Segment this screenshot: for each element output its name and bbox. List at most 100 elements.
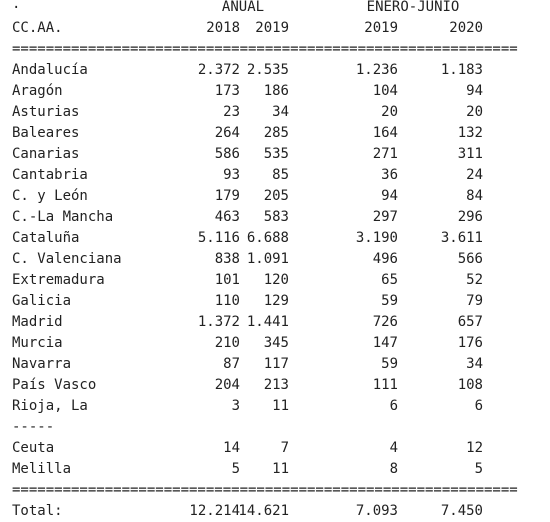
cell: 129 xyxy=(263,293,289,309)
cell: 111 xyxy=(372,377,398,393)
cell: 1.236 xyxy=(355,62,398,78)
cell: 65 xyxy=(381,272,398,288)
cell: 4 xyxy=(389,440,398,456)
cell: 535 xyxy=(263,146,289,162)
cell: 3.190 xyxy=(355,230,398,246)
cell: 59 xyxy=(381,356,398,372)
row-label: Rioja, La xyxy=(12,398,88,414)
row-label: Cantabria xyxy=(12,167,88,183)
cell: 6 xyxy=(474,398,483,414)
cell: 345 xyxy=(263,335,289,351)
cell: 285 xyxy=(263,125,289,141)
cell: 7 xyxy=(280,440,289,456)
cell: 583 xyxy=(263,209,289,225)
cell: 311 xyxy=(457,146,483,162)
cell: 5 xyxy=(474,461,483,477)
cell: 1.372 xyxy=(197,314,240,330)
cell: 3 xyxy=(231,398,240,414)
cell: 11 xyxy=(272,461,289,477)
row-label: Navarra xyxy=(12,356,72,372)
row-label: C.-La Mancha xyxy=(12,209,114,225)
column-header: 2018 xyxy=(206,20,240,36)
cell: 496 xyxy=(372,251,398,267)
cell: 186 xyxy=(263,83,289,99)
cell: 586 xyxy=(214,146,240,162)
cell: 5.116 xyxy=(197,230,240,246)
cell: 1.441 xyxy=(246,314,289,330)
cell: 23 xyxy=(223,104,240,120)
cell: 59 xyxy=(381,293,398,309)
cell: 132 xyxy=(457,125,483,141)
cell: 34 xyxy=(272,104,289,120)
cell: 1.091 xyxy=(246,251,289,267)
separator: ========================================… xyxy=(12,41,518,57)
cell: 94 xyxy=(381,188,398,204)
cell: 264 xyxy=(214,125,240,141)
row-header-label: CC.AA. xyxy=(12,20,63,36)
cell: 463 xyxy=(214,209,240,225)
cell: 164 xyxy=(372,125,398,141)
cell: 14 xyxy=(223,440,240,456)
cell: 14.621 xyxy=(238,503,289,519)
cell: 296 xyxy=(457,209,483,225)
cell: 120 xyxy=(263,272,289,288)
cell: 12.214 xyxy=(189,503,240,519)
dot: . xyxy=(12,0,21,12)
cell: 173 xyxy=(214,83,240,99)
cell: 2.372 xyxy=(197,62,240,78)
cell: 79 xyxy=(466,293,483,309)
column-header: 2019 xyxy=(255,20,289,36)
cell: 52 xyxy=(466,272,483,288)
row-label: Total: xyxy=(12,503,63,519)
row-label: Madrid xyxy=(12,314,63,330)
cell: 85 xyxy=(272,167,289,183)
column-header: 2019 xyxy=(364,20,398,36)
cell: 179 xyxy=(214,188,240,204)
cell: 1.183 xyxy=(440,62,483,78)
row-label: C. Valenciana xyxy=(12,251,122,267)
cell: 24 xyxy=(466,167,483,183)
cell: 2.535 xyxy=(246,62,289,78)
cell: 7.093 xyxy=(355,503,398,519)
column-header: 2020 xyxy=(449,20,483,36)
cell: 213 xyxy=(263,377,289,393)
cell: 87 xyxy=(223,356,240,372)
row-label: Murcia xyxy=(12,335,63,351)
cell: 297 xyxy=(372,209,398,225)
cell: 101 xyxy=(214,272,240,288)
cell: 84 xyxy=(466,188,483,204)
row-label: Extremadura xyxy=(12,272,105,288)
cell: 176 xyxy=(457,335,483,351)
cell: 271 xyxy=(372,146,398,162)
cell: 838 xyxy=(214,251,240,267)
group-header: ENERO-JUNIO xyxy=(366,0,460,15)
row-label: C. y León xyxy=(12,188,88,204)
cell: 6 xyxy=(389,398,398,414)
cell: 36 xyxy=(381,167,398,183)
cell: 204 xyxy=(214,377,240,393)
cell: 205 xyxy=(263,188,289,204)
row-label: Baleares xyxy=(12,125,80,141)
row-label: País Vasco xyxy=(12,377,97,393)
cell: 94 xyxy=(466,83,483,99)
group-header: ANUAL xyxy=(221,0,265,15)
row-label: Asturias xyxy=(12,104,80,120)
row-label: Aragón xyxy=(12,83,63,99)
row-label: Cataluña xyxy=(12,230,80,246)
cell: 566 xyxy=(457,251,483,267)
cell: 3.611 xyxy=(440,230,483,246)
cell: 108 xyxy=(457,377,483,393)
cell: 104 xyxy=(372,83,398,99)
cell: 20 xyxy=(381,104,398,120)
cell: 117 xyxy=(263,356,289,372)
divider: ----- xyxy=(12,419,55,435)
cell: 12 xyxy=(466,440,483,456)
cell: 657 xyxy=(457,314,483,330)
row-label: Galicia xyxy=(12,293,72,309)
separator: ========================================… xyxy=(12,482,518,498)
cell: 147 xyxy=(372,335,398,351)
cell: 93 xyxy=(223,167,240,183)
row-label: Andalucía xyxy=(12,62,88,78)
row-label: Canarias xyxy=(12,146,80,162)
